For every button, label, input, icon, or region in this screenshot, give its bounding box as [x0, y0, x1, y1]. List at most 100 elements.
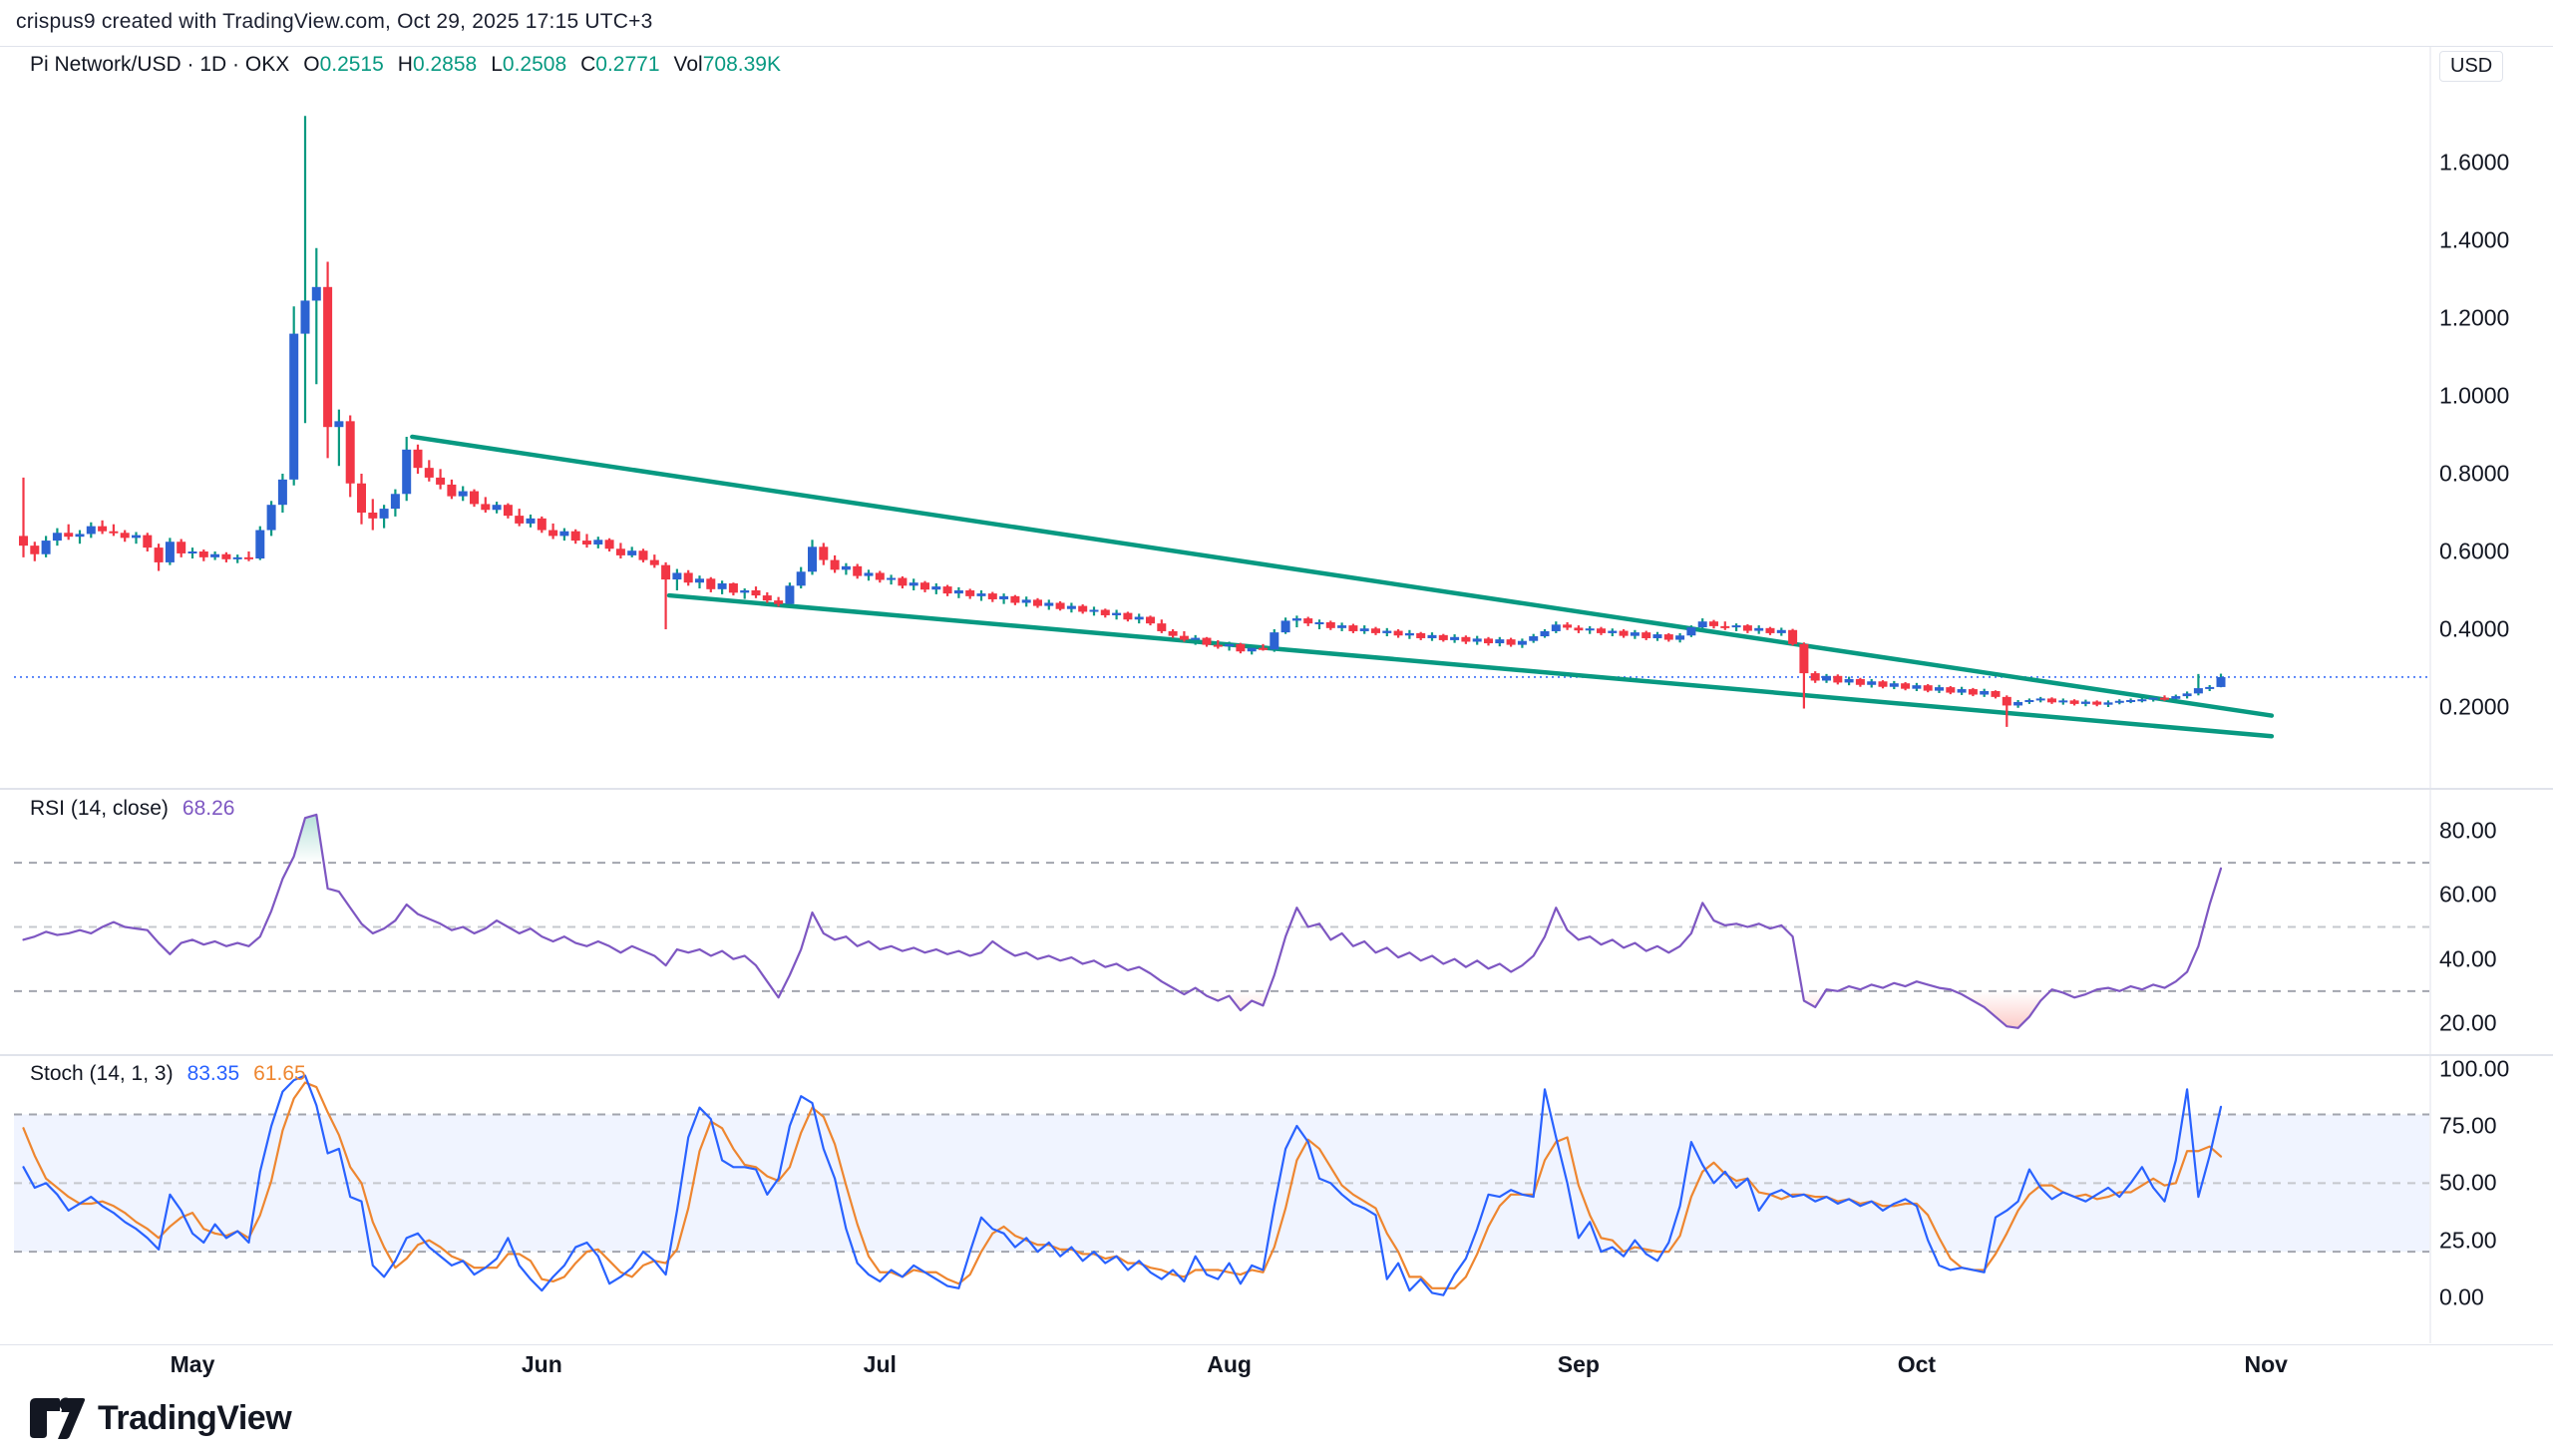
candle-body	[75, 534, 85, 538]
candle-body	[1213, 644, 1223, 647]
candle-body	[311, 286, 321, 301]
candle-body	[1314, 621, 1324, 624]
candle-body	[1427, 634, 1437, 638]
candle-body	[2171, 696, 2181, 699]
candle-body	[1100, 609, 1110, 615]
candle-body	[98, 526, 108, 532]
candle-body	[887, 577, 897, 580]
candle-body	[898, 577, 908, 586]
candle-body	[1089, 609, 1099, 612]
candle-body	[1393, 630, 1403, 636]
time-axis[interactable]	[0, 1344, 2553, 1390]
tradingview-logo[interactable]: TradingView	[28, 1396, 292, 1440]
candle-body	[706, 578, 716, 589]
candle-body	[1472, 638, 1482, 642]
candle-body	[1731, 625, 1741, 628]
candle-body	[1259, 647, 1268, 650]
candle-body	[864, 572, 874, 576]
candle-body	[1810, 673, 1820, 681]
candle-body	[1844, 678, 1854, 683]
lower-wedge-line[interactable]	[666, 592, 2275, 739]
candle-body	[2148, 697, 2158, 700]
candle-body	[52, 533, 62, 542]
stoch-tick-0.00: 0.00	[2439, 1283, 2484, 1310]
candle-body	[503, 505, 513, 517]
candle-body	[1303, 618, 1313, 624]
candle-body	[402, 449, 412, 495]
candle-body	[1382, 630, 1392, 633]
stoch-title: Stoch (14, 1, 3)	[30, 1062, 174, 1085]
candle-body	[1619, 630, 1629, 636]
candle-body	[379, 509, 389, 519]
candle-body	[2160, 697, 2169, 700]
candle-body	[1066, 605, 1076, 609]
candle-body	[1291, 618, 1301, 621]
candle-body	[143, 535, 153, 548]
candle-body	[447, 484, 457, 497]
stoch-pane-legend[interactable]: Stoch (14, 1, 3) 83.35 61.65	[30, 1062, 306, 1086]
candle-body	[1168, 630, 1178, 636]
candle-body	[1551, 624, 1561, 631]
candle-body	[1348, 625, 1358, 631]
rsi-pane-legend[interactable]: RSI (14, close) 68.26	[30, 797, 234, 821]
ohlc-low: L0.2508	[491, 53, 567, 76]
candle-body	[615, 548, 625, 555]
candle-body	[2069, 700, 2079, 704]
candle-body	[2080, 701, 2090, 704]
candle-body	[1935, 687, 1944, 691]
attribution-text: crispus9 created with TradingView.com, O…	[16, 10, 653, 33]
candle-body	[1529, 636, 1539, 641]
price-tick-0.4000: 0.4000	[2439, 615, 2510, 642]
candle-body	[1675, 635, 1685, 640]
candle-body	[1495, 639, 1505, 644]
price-pane-legend[interactable]: Pi Network/USD · 1D · OKX O0.2515 H0.285…	[30, 53, 781, 77]
candle-body	[909, 582, 918, 586]
candle-body	[920, 582, 929, 590]
candle-body	[2126, 699, 2136, 702]
candle-body	[965, 590, 975, 596]
candle-body	[132, 535, 141, 539]
candle-body	[1765, 627, 1775, 633]
candle-body	[2103, 702, 2113, 705]
currency-badge[interactable]: USD	[2439, 51, 2504, 82]
candle-body	[244, 556, 253, 559]
candle-body	[1889, 683, 1899, 687]
candle-body	[1720, 625, 1730, 628]
candle-body	[1112, 612, 1122, 615]
candle-body	[2193, 688, 2203, 694]
candle-body	[638, 550, 648, 560]
price-tick-1.4000: 1.4000	[2439, 226, 2510, 253]
candle-body	[853, 565, 863, 576]
candle-body	[1225, 643, 1235, 647]
candle-body	[1878, 681, 1888, 687]
candle-body	[1337, 625, 1347, 628]
candle-body	[593, 540, 603, 545]
month-label-nov: Nov	[2244, 1351, 2288, 1377]
month-label-sep: Sep	[1557, 1351, 1600, 1377]
candle-body	[1134, 616, 1144, 620]
candle-body	[1822, 675, 1831, 681]
candle-body	[334, 421, 344, 428]
candle-body	[1359, 628, 1369, 631]
candle-body	[649, 559, 659, 565]
candle-body	[785, 585, 795, 604]
upper-wedge-line[interactable]	[410, 434, 2275, 718]
candle-body	[819, 546, 829, 560]
candle-body	[1078, 605, 1088, 612]
candle-body	[1416, 632, 1426, 638]
candle-body	[976, 593, 986, 596]
rsi-oversold-fill	[2057, 990, 2093, 998]
candle-body	[559, 531, 569, 537]
candle-body	[2114, 700, 2124, 703]
chart-canvas[interactable]	[0, 47, 2553, 1389]
ohlc-close: C0.2771	[580, 53, 660, 76]
stoch-k-value: 83.35	[186, 1062, 240, 1085]
chart-area[interactable]: Pi Network/USD · 1D · OKX O0.2515 H0.285…	[0, 46, 2553, 1390]
candle-body	[221, 553, 231, 559]
stoch-tick-25.00: 25.00	[2439, 1227, 2497, 1254]
candles	[19, 116, 2226, 727]
rsi-oversold-fill	[1802, 990, 1826, 1007]
candle-body	[751, 590, 761, 596]
candle-body	[2205, 686, 2215, 689]
candle-body	[1574, 627, 1584, 631]
